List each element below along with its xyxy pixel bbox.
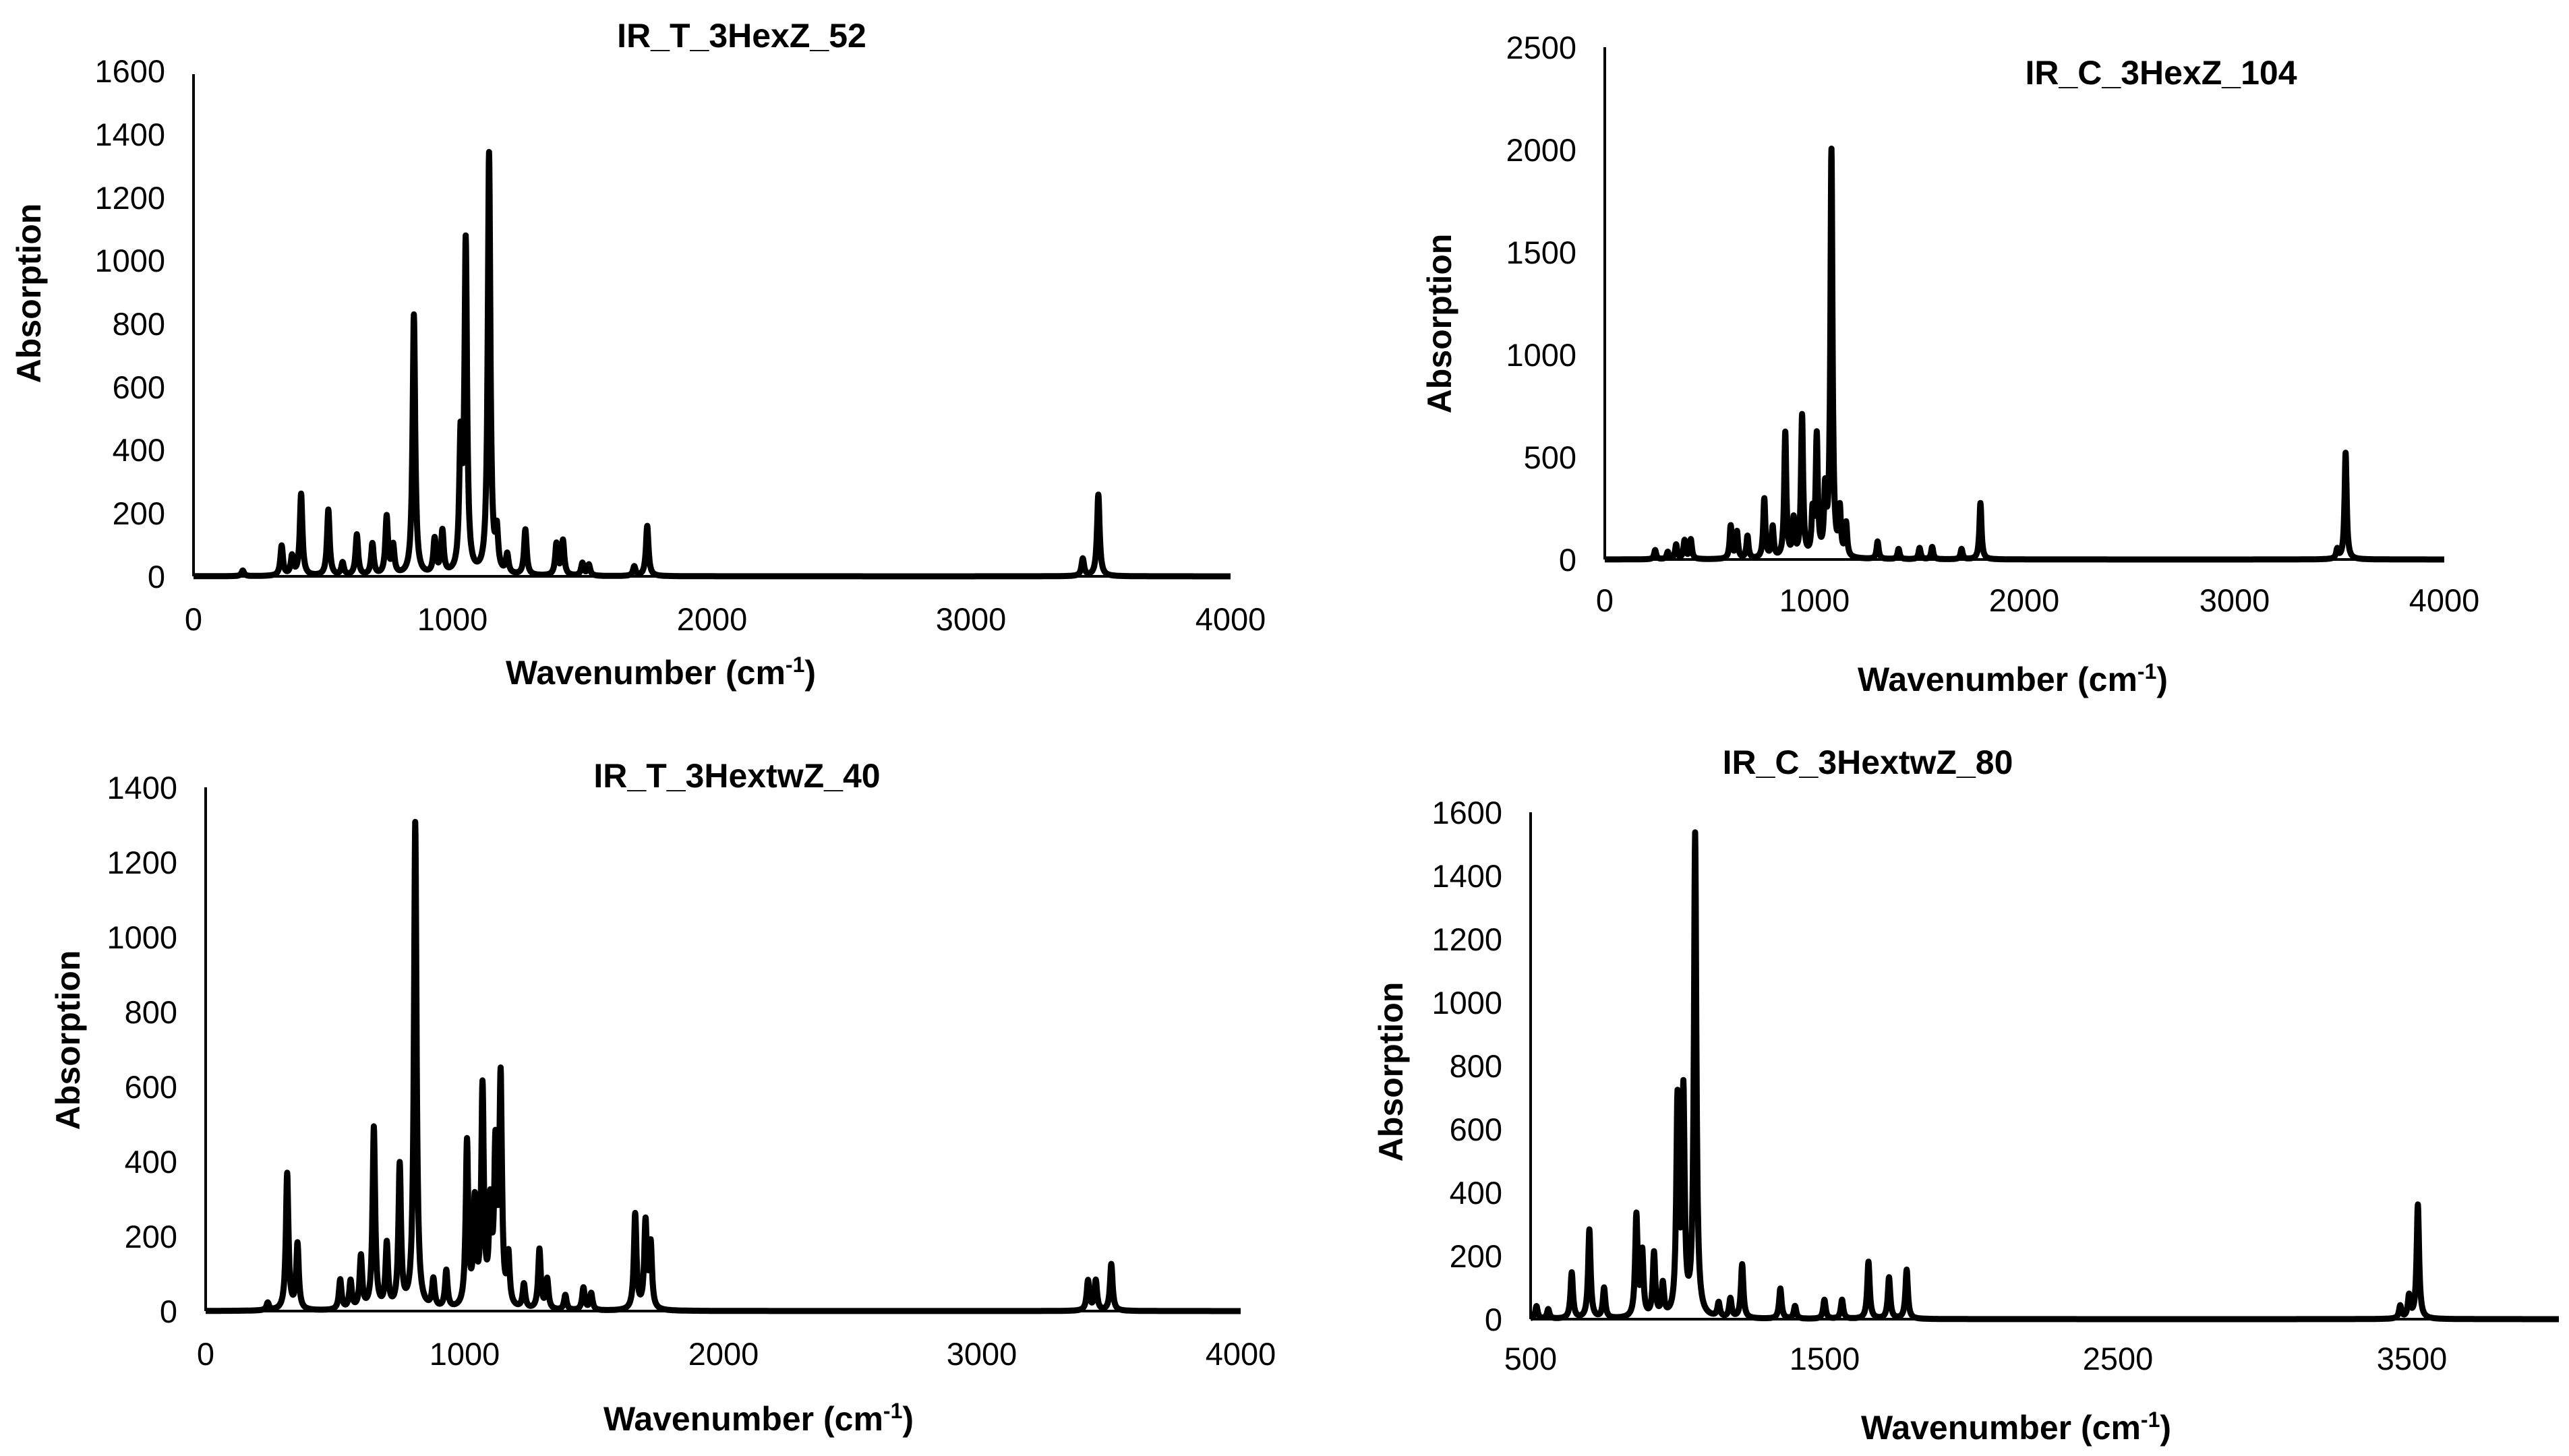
y-tick-label: 1600 [1431, 795, 1502, 830]
x-axis-label: Wavenumber (cm-1) [1861, 1407, 2171, 1447]
y-tick-label: 500 [1524, 439, 1576, 475]
y-axis-label: Absorption [1421, 234, 1458, 414]
y-tick-label: 400 [113, 432, 165, 468]
y-tick-label: 0 [148, 559, 165, 595]
y-tick-label: 1200 [94, 180, 165, 216]
y-axis: 0 200 400 600 800 1000 1200 1400 1600 [1431, 795, 1532, 1337]
x-tick-label: 3000 [936, 601, 1007, 637]
spectrum-line [190, 149, 1234, 580]
spectrum-line [1601, 146, 2448, 563]
x-tick-label: 1000 [417, 601, 488, 637]
y-tick-label: 400 [1450, 1175, 1502, 1211]
x-tick-label: 2500 [2083, 1341, 2154, 1376]
y-axis: 0 200 400 600 800 1000 1200 1400 1600 [94, 53, 195, 595]
chart-panel-ir-t-3hextwz-40: IR_T_3HextwZ_40 Absorption Wavenumber (c… [49, 757, 1276, 1438]
chart-panel-ir-c-3hexz-104: IR_C_3HexZ_104 Absorption Wavenumber (cm… [1421, 30, 2479, 698]
y-tick-label: 200 [1450, 1238, 1502, 1274]
y-tick-label: 0 [1485, 1302, 1502, 1337]
y-tick-label: 2000 [1506, 132, 1576, 168]
y-tick-label: 1200 [1431, 921, 1502, 957]
y-tick-label: 1400 [107, 770, 177, 806]
y-tick-label: 1000 [1506, 337, 1576, 373]
chart-title: IR_T_3HexZ_52 [617, 17, 866, 55]
x-tick-label: 1500 [1790, 1341, 1860, 1376]
y-tick-label: 1200 [107, 845, 177, 880]
y-axis: 0 500 1000 1500 2000 2500 [1506, 30, 1606, 578]
x-tick-label: 4000 [2409, 582, 2480, 618]
chart-title: IR_C_3HexZ_104 [2025, 54, 2297, 92]
y-tick-label: 600 [1450, 1112, 1502, 1147]
x-tick-label: 2000 [1989, 582, 2060, 618]
x-tick-label: 0 [197, 1336, 214, 1372]
y-tick-label: 1600 [94, 53, 165, 89]
y-tick-label: 600 [125, 1069, 177, 1105]
chart-panel-ir-t-3hexz-52: IR_T_3HexZ_52 Absorption Wavenumber (cm-… [10, 17, 1266, 692]
x-tick-label: 1000 [1779, 582, 1850, 618]
x-tick-label: 2000 [677, 601, 748, 637]
y-tick-label: 200 [113, 495, 165, 531]
y-tick-label: 800 [1450, 1048, 1502, 1084]
y-axis: 0 200 400 600 800 1000 1200 1400 [107, 770, 207, 1329]
y-tick-label: 1000 [94, 243, 165, 278]
y-axis-label: Absorption [10, 204, 48, 384]
y-tick-label: 2500 [1506, 30, 1576, 65]
x-tick-label: 0 [1596, 582, 1614, 618]
x-tick-label: 0 [185, 601, 202, 637]
y-tick-label: 1000 [1431, 985, 1502, 1021]
y-tick-label: 1400 [94, 117, 165, 152]
x-tick-label: 2000 [688, 1336, 759, 1372]
y-tick-label: 1500 [1506, 235, 1576, 270]
y-tick-label: 600 [113, 369, 165, 405]
chart-panel-ir-c-3hextwz-80: IR_C_3HextwZ_80 Absorption Wavenumber (c… [1372, 744, 2562, 1447]
y-tick-label: 200 [125, 1219, 177, 1254]
y-axis-label: Absorption [49, 950, 87, 1130]
spectrum-line [1527, 829, 2562, 1323]
x-tick-label: 3000 [947, 1336, 1017, 1372]
y-tick-label: 400 [125, 1144, 177, 1180]
x-axis-label: Wavenumber (cm-1) [506, 653, 816, 692]
y-tick-label: 1400 [1431, 858, 1502, 894]
y-axis-label: Absorption [1372, 982, 1410, 1162]
chart-title: IR_T_3HextwZ_40 [593, 757, 880, 795]
x-tick-label: 4000 [1195, 601, 1266, 637]
x-tick-label: 3500 [2377, 1341, 2448, 1376]
x-axis-label: Wavenumber (cm-1) [1858, 659, 2168, 698]
y-tick-label: 1000 [107, 919, 177, 955]
x-tick-label: 3000 [2199, 582, 2270, 618]
y-tick-label: 800 [125, 994, 177, 1030]
y-tick-label: 800 [113, 306, 165, 342]
x-tick-label: 1000 [430, 1336, 500, 1372]
y-tick-label: 0 [160, 1294, 177, 1329]
spectrum-line [202, 818, 1244, 1314]
x-tick-label: 4000 [1206, 1336, 1276, 1372]
x-tick-label: 500 [1504, 1341, 1557, 1376]
x-axis-label: Wavenumber (cm-1) [603, 1399, 914, 1438]
chart-title: IR_C_3HextwZ_80 [1723, 744, 2013, 781]
y-tick-label: 0 [1559, 542, 1576, 578]
